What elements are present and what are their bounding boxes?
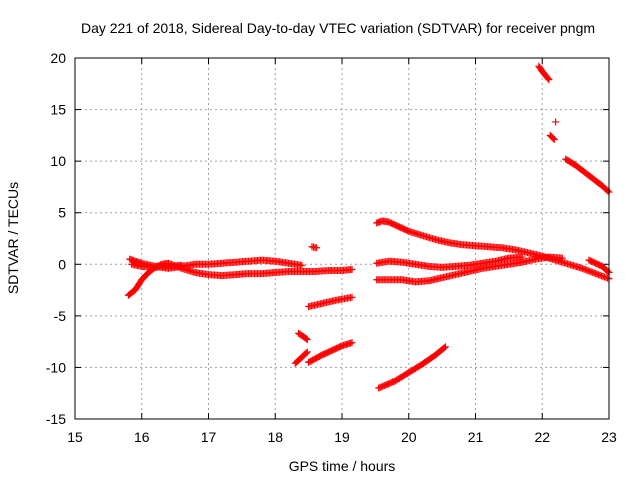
series-track-o	[552, 118, 560, 126]
y-tick-label: -15	[46, 411, 66, 427]
data-point	[348, 339, 356, 347]
data-point	[550, 135, 558, 143]
series-track-g	[291, 348, 311, 367]
y-tick-label: -10	[46, 359, 66, 375]
data-point	[303, 348, 311, 356]
series-track-h	[305, 339, 356, 366]
data-point	[178, 261, 186, 269]
x-axis-label: GPS time / hours	[289, 458, 396, 474]
data-point	[552, 118, 560, 126]
grid-lines	[75, 58, 609, 419]
y-tick-label: 10	[50, 153, 66, 169]
plot-frame	[74, 57, 610, 420]
axis-ticks: 15 16 17 18 19 20 21 22 23 -15 -10 -5 0 5 10 15 20	[46, 50, 617, 445]
x-tick-label: 17	[201, 429, 217, 445]
series-track-j	[373, 217, 613, 283]
series-track-c	[128, 260, 186, 271]
series-track-q	[585, 256, 613, 277]
data-point	[303, 336, 311, 344]
x-tick-label: 20	[401, 429, 417, 445]
y-axis-label: SDTVAR / TECUs	[5, 182, 21, 294]
x-tick-label: 22	[534, 429, 550, 445]
data-point	[544, 74, 552, 82]
data-point	[302, 335, 310, 343]
series-track-l	[373, 253, 566, 286]
x-tick-label: 19	[334, 429, 350, 445]
data-point	[549, 134, 557, 142]
y-tick-label: 0	[58, 256, 66, 272]
x-tick-label: 18	[267, 429, 283, 445]
data-point	[441, 343, 449, 351]
chart-title: Day 221 of 2018, Sidereal Day-to-day VTE…	[81, 20, 595, 36]
data-point	[545, 76, 553, 84]
series-track-i	[375, 343, 449, 392]
series-track-d	[308, 243, 321, 252]
data-point	[348, 265, 356, 273]
data-point	[558, 254, 566, 262]
series-track-e	[305, 293, 356, 311]
x-tick-label: 15	[67, 429, 83, 445]
data-point	[440, 344, 448, 352]
data-point	[604, 268, 612, 276]
series-track-n	[546, 131, 558, 143]
data-point	[604, 187, 612, 195]
data-point	[298, 261, 306, 269]
data-point	[313, 244, 321, 252]
series-track-m	[535, 62, 553, 84]
y-tick-label: 15	[50, 102, 66, 118]
y-tick-label: 20	[50, 50, 66, 66]
x-tick-label: 16	[134, 429, 150, 445]
x-tick-label: 23	[601, 429, 617, 445]
data-point	[348, 293, 356, 301]
y-tick-label: -5	[54, 308, 67, 324]
data-points	[124, 62, 613, 392]
series-track-p	[562, 155, 613, 196]
data-point	[302, 349, 310, 357]
x-tick-label: 21	[468, 429, 484, 445]
series-track-f	[295, 329, 311, 344]
y-tick-label: 5	[58, 205, 66, 221]
